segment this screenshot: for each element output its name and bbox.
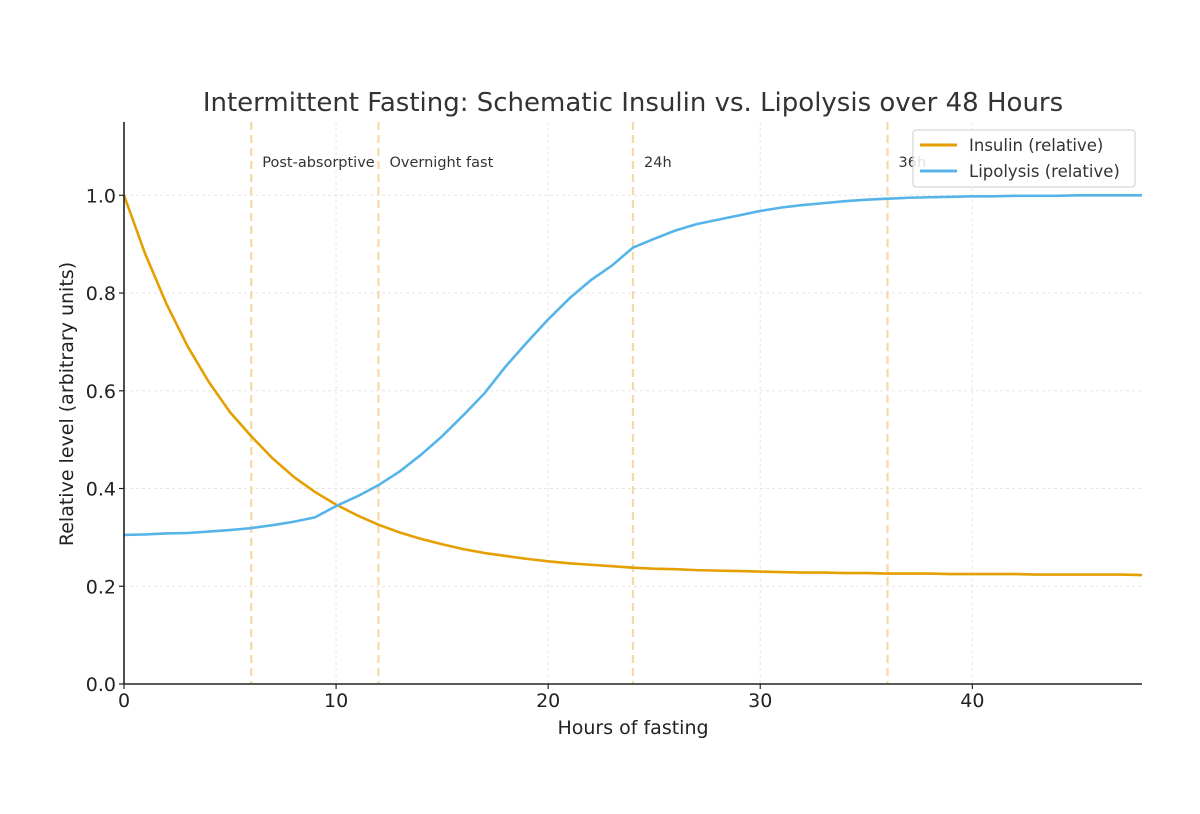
legend-box xyxy=(912,129,1136,188)
legend: Insulin (relative) Lipolysis (relative) xyxy=(912,129,1136,188)
x-axis-label: Hours of fasting xyxy=(557,717,708,739)
chart-title: Intermittent Fasting: Schematic Insulin … xyxy=(203,88,1063,118)
ticks: 0 10 20 30 40 0.0 0.2 0.4 0.6 0.8 1.0 xyxy=(86,185,985,712)
annotations: Post-absorptive Overnight fast 24h 36h xyxy=(262,155,926,171)
y-tick-label: 0.2 xyxy=(86,576,116,598)
y-tick-label: 1.0 xyxy=(86,185,116,207)
x-tick-label: 0 xyxy=(118,690,130,712)
x-tick-label: 40 xyxy=(960,690,984,712)
x-tick-label: 30 xyxy=(748,690,772,712)
x-tick-label: 20 xyxy=(536,690,560,712)
legend-label-insulin: Insulin (relative) xyxy=(969,136,1103,155)
series-line-lipolysis xyxy=(123,194,1142,537)
series-group xyxy=(122,194,1143,577)
reference-line-label: Overnight fast xyxy=(390,155,494,171)
series-line-insulin xyxy=(122,194,1143,577)
y-tick-label: 0.0 xyxy=(86,674,116,696)
y-tick-label: 0.4 xyxy=(86,479,116,501)
reference-lines xyxy=(250,122,889,684)
reference-line-label: 24h xyxy=(644,155,672,171)
y-tick-label: 0.8 xyxy=(86,283,116,305)
legend-label-lipolysis: Lipolysis (relative) xyxy=(969,162,1120,181)
x-tick-label: 10 xyxy=(324,690,348,712)
y-tick-label: 0.6 xyxy=(86,381,116,403)
reference-line-label: Post-absorptive xyxy=(262,155,375,171)
y-axis-label: Relative level (arbitrary units) xyxy=(56,262,78,546)
